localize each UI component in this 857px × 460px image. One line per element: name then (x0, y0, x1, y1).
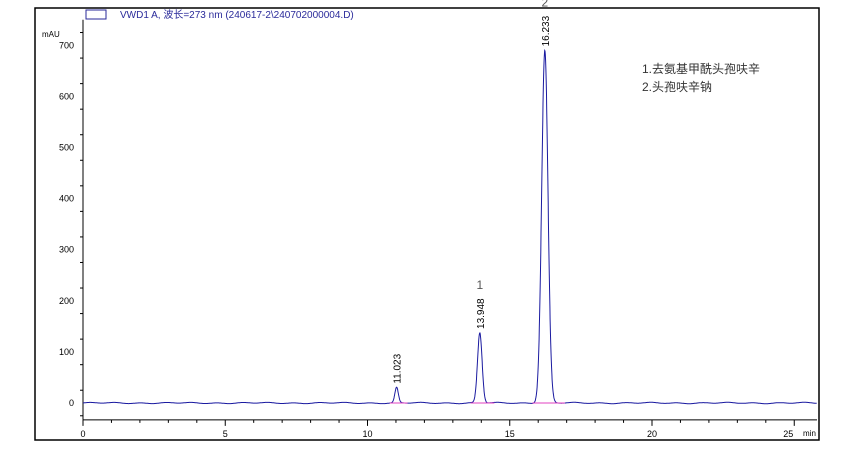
y-axis-label: mAU (42, 30, 60, 39)
y-tick-label: 100 (59, 347, 74, 357)
chart-frame (34, 7, 820, 441)
y-tick-label: 500 (59, 143, 74, 153)
y-tick-label: 0 (69, 398, 74, 408)
legend-swatch (85, 9, 107, 20)
y-tick-label: 300 (59, 245, 74, 255)
y-tick-label: 600 (59, 91, 74, 101)
chromatogram-trace (83, 48, 817, 405)
y-tick-label: 400 (59, 194, 74, 204)
x-tick-label: 20 (647, 429, 657, 439)
peak-rt-label: 16.233 (541, 15, 552, 46)
x-tick-label: 5 (223, 429, 228, 439)
peak-number: 1 (476, 278, 483, 292)
x-axis-unit: min (803, 429, 816, 438)
legend-entry-1: 1.去氨基甲酰头孢呋辛 (642, 62, 760, 76)
peak-rt-label: 11.023 (393, 353, 404, 383)
chart-title: VWD1 A, 波长=273 nm (240617-2\240702000004… (120, 8, 354, 21)
x-tick-label: 15 (505, 429, 515, 439)
y-tick-label: 200 (59, 296, 74, 306)
x-tick-label: 0 (80, 429, 85, 439)
peak-rt-label: 13.948 (476, 298, 487, 329)
x-tick-label: 25 (783, 429, 793, 439)
x-tick-label: 10 (362, 429, 372, 439)
legend-entry-2: 2.头孢呋辛钠 (642, 79, 712, 94)
peak-number: 2 (541, 0, 548, 9)
y-tick-label: 700 (59, 40, 74, 50)
